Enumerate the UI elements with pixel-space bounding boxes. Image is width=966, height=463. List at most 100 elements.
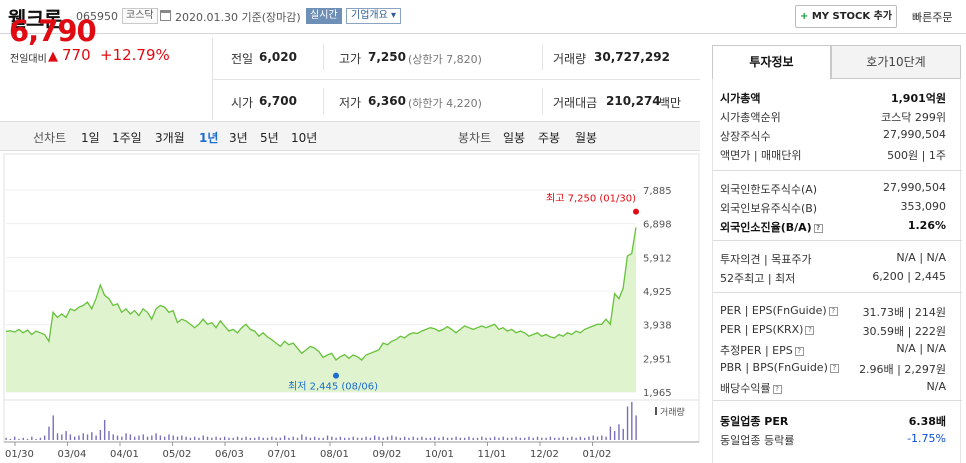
volume-bar [189,437,192,440]
info-row-label: 상장주식수 [720,130,771,143]
y-tick-label: 6,898 [643,220,672,231]
volume-bar [121,436,123,440]
invest-info-panel [712,79,961,463]
info-row-label: 외국인보유주식수(B) [720,202,818,215]
volume-bar [562,436,564,440]
x-tick-label: 10/01 [425,449,454,460]
volume-bar [146,436,149,440]
volume-bar [382,437,384,440]
volume-bar [78,435,80,440]
info-tabs: 투자정보 호가10단계 [712,45,961,79]
info-row-label: 동일업종 PER [720,415,789,428]
volume-bar [125,433,127,440]
period-daily[interactable]: 일봉 [503,131,526,145]
volume-bar [318,437,320,440]
info-row: 시가총액 1,901억원 [720,90,946,109]
period-1w[interactable]: 1주일 [112,131,142,145]
help-icon[interactable]: ? [772,385,782,394]
info-row-label: 52주최고 | 최저 [720,272,796,285]
volume-bar [52,415,54,440]
info-row: 동일업종 등락률 -1.75% [720,432,946,451]
info-row: 액면가 | 매매단위 500원 | 1주 [720,147,946,166]
price-line [5,227,637,362]
info-row: PER | EPS(KRX)? 30.59배 | 222원 [720,323,946,342]
volume-bar [352,436,354,440]
volume-bar [26,438,29,440]
volume-bar [553,437,556,440]
volume-bar [99,429,102,440]
volume-bar [446,437,449,440]
info-separator [713,400,962,401]
summary-divider [323,44,324,70]
volume-bar [493,436,496,440]
volume-bar [618,424,620,440]
prev-close-label: 전일 [231,52,254,66]
price-chart-svg: 1,965 2,951 3,938 4,925 5,912 6,898 7,885 최고 7,… [3,153,700,460]
volume-bar [596,436,599,440]
volume-bar [558,437,560,440]
period-1d[interactable]: 1일 [81,131,100,145]
realtime-button[interactable]: 실시간 [306,8,342,24]
volume-bar [249,437,252,440]
volume-bar [425,437,427,440]
volume-bar [168,434,170,440]
low-value: 6,360 [368,94,406,108]
candle-chart-label: 봉차트 [458,131,492,145]
current-price: 6,790 [9,14,97,48]
summary-divider [542,44,543,70]
volume-bar [48,426,50,440]
volume-bar [369,437,372,440]
volume-bar [31,436,33,440]
change-percent: +12.79% [100,46,170,64]
price-chart[interactable]: 1,965 2,951 3,938 4,925 5,912 6,898 7,885 최고 7,… [0,152,700,463]
help-icon[interactable]: ? [829,364,839,373]
stock-name: 웰크론 [8,7,62,31]
volume-bar [592,435,594,440]
info-row-label: 외국인소진율(B/A)? [720,219,823,235]
volume-bar [412,436,414,440]
volume-bar [455,436,457,440]
volume-bar [22,437,24,440]
company-overview-button[interactable]: 기업개요 ▾ [346,8,402,24]
period-5y[interactable]: 5년 [260,131,279,145]
info-row-value: 27,990,504 [883,128,946,141]
period-1y[interactable]: 1년 [199,131,219,145]
volume-bar [429,437,432,440]
volume-bar [451,437,453,440]
volume-bar [468,436,470,440]
volume-bar [95,435,97,440]
info-row-value: 1.26% [907,219,946,232]
volume-bar [515,436,517,440]
period-monthly[interactable]: 월봉 [575,131,598,145]
volume-bar [86,434,89,440]
volume-bar [433,436,436,440]
volume-bar [271,436,273,440]
period-3y[interactable]: 3년 [229,131,248,145]
period-3m[interactable]: 3개월 [155,131,185,145]
help-icon[interactable]: ? [828,307,838,316]
period-weekly[interactable]: 주봉 [538,131,561,145]
info-row: PBR | BPS(FnGuide)? 2.96배 | 2,297원 [720,361,946,380]
help-icon[interactable]: ? [805,326,815,335]
x-tick-label: 08/01 [320,449,349,460]
help-icon[interactable]: ? [794,347,804,356]
x-tick-label: 05/02 [163,449,192,460]
volume-bar [309,437,312,440]
tab-invest-info[interactable]: 투자정보 [712,45,831,79]
quick-order-button[interactable]: 빠른주문 [912,11,953,24]
up-triangle-icon: ▲ [48,49,58,64]
add-mystock-button[interactable]: + MY STOCK 추가 [795,5,897,28]
price-panel [0,38,213,120]
tab-orderbook[interactable]: 호가10단계 [831,45,961,79]
volume-bar [348,437,350,440]
info-row: 동일업종 PER 6.38배 [720,413,946,432]
volume-bar [142,434,144,440]
info-row-value: N/A | N/A [896,342,946,355]
info-row-value: 500원 | 1주 [887,149,946,162]
volume-bar [545,437,547,440]
volume-bar [356,437,359,440]
help-icon[interactable]: ? [813,224,823,233]
period-10y[interactable]: 10년 [291,131,318,145]
volume-bar [326,435,329,440]
change-value: 770 [62,46,91,64]
